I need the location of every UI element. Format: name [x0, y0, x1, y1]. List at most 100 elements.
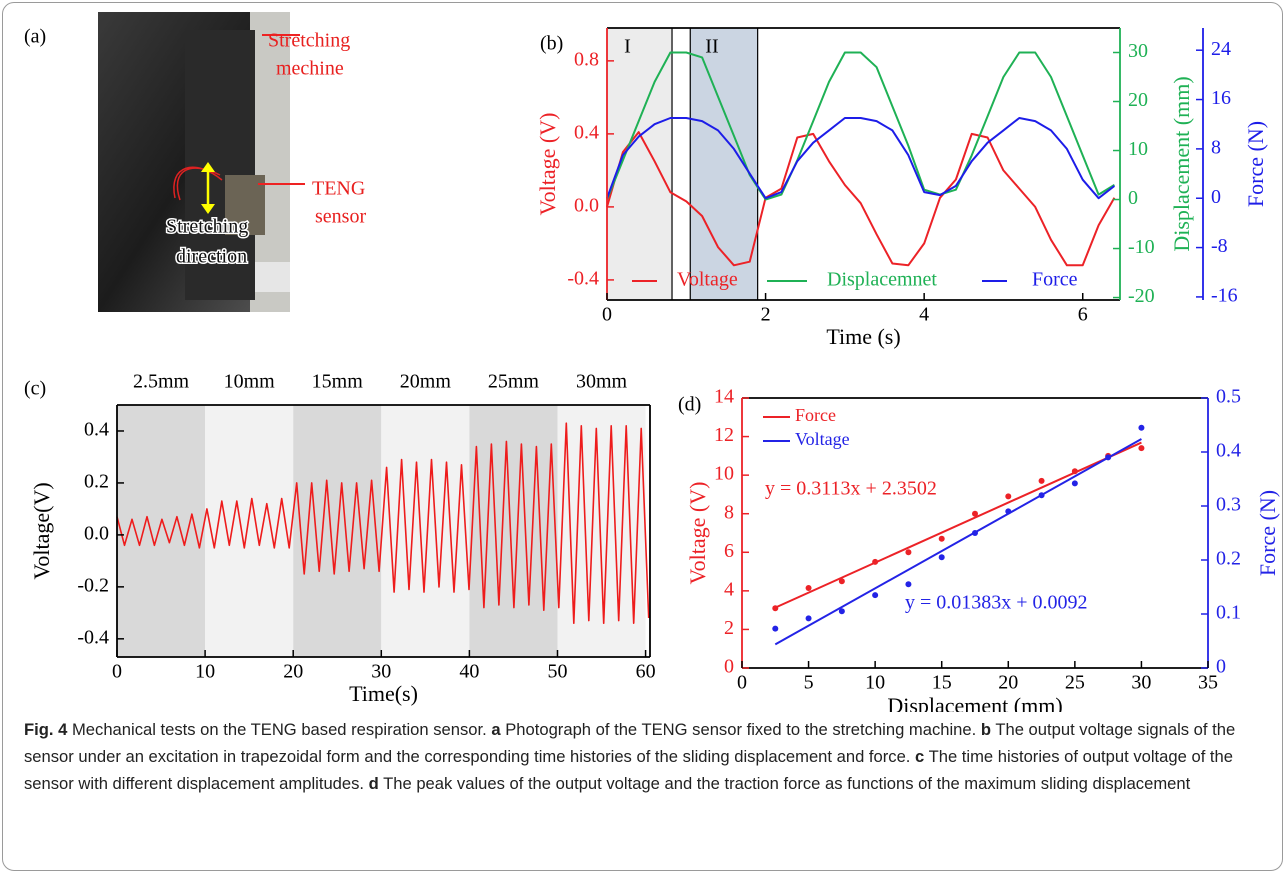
point [1071, 480, 1078, 487]
x-tick-label: 30 [1131, 672, 1151, 694]
y-tick-label: 0 [1128, 187, 1138, 209]
point [872, 558, 879, 565]
point [1105, 454, 1112, 461]
point [772, 605, 779, 612]
caption-text: Photograph of the TENG sensor fixed to t… [505, 720, 977, 739]
point [772, 625, 779, 632]
point [938, 554, 945, 561]
axis-title: Voltage (V) [685, 482, 710, 585]
point [805, 584, 812, 591]
y-tick-label: 0.0 [84, 522, 109, 544]
legend-label: Force [795, 405, 836, 425]
data-line [606, 131, 1116, 267]
point [872, 592, 879, 599]
y-tick-label: 4 [724, 578, 734, 600]
y-tick-label: 24 [1211, 38, 1231, 60]
point [1138, 424, 1145, 431]
y-tick-label: 10 [714, 463, 734, 485]
x-tick-label: 0 [737, 672, 747, 694]
x-tick-label: 35 [1198, 672, 1218, 694]
axis-title: Displacement (mm) [1169, 76, 1194, 251]
point [972, 510, 978, 517]
y-tick-label: -20 [1128, 285, 1155, 307]
x-tick-label: 5 [804, 672, 814, 694]
y-tick-label: 14 [714, 386, 734, 408]
caption-text: The time histories of output voltage of … [24, 747, 1233, 793]
band-label: 30mm [576, 371, 628, 393]
band [469, 405, 558, 657]
y-tick-label: 6 [724, 540, 734, 562]
caption-text: The output voltage signals of the sensor… [24, 720, 1236, 766]
point [1138, 445, 1145, 452]
y-tick-label: -8 [1211, 235, 1228, 257]
photo-machine [185, 30, 255, 300]
y-tick-label: -10 [1128, 236, 1155, 258]
x-tick-label: 10 [865, 672, 885, 694]
point [938, 535, 945, 542]
y-tick-label: 0 [1211, 186, 1221, 208]
x-tick-label: 20 [998, 672, 1018, 694]
caption-letter: a [491, 720, 501, 739]
axis-title: Time(s) [349, 681, 418, 706]
point [972, 530, 978, 536]
y-tick-label: 2 [724, 617, 734, 639]
x-tick-label: 0 [112, 661, 122, 683]
x-tick-label: 2 [761, 304, 771, 326]
band [381, 405, 470, 657]
point [905, 549, 912, 556]
figure: (a) Stretching mechine TENG sensor Stret… [24, 12, 1280, 712]
equation: y = 0.3113x + 2.3502 [765, 478, 937, 500]
point [1005, 508, 1012, 515]
y-tick-label: 0.4 [574, 121, 599, 143]
y-tick-label: 12 [714, 424, 734, 446]
fit-line [774, 441, 1142, 609]
legend-label: Voltage [677, 269, 738, 291]
y-tick-label: 8 [724, 501, 734, 523]
y-tick-label: 0.8 [574, 48, 599, 70]
caption-letter: b [980, 720, 992, 739]
panel-label: (d) [678, 394, 701, 416]
y-tick-label: 16 [1211, 87, 1231, 109]
caption: Fig. 4 Mechanical tests on the TENG base… [24, 716, 1260, 797]
y-tick-label: 20 [1128, 89, 1148, 111]
y-tick-label: -16 [1211, 285, 1238, 307]
x-tick-label: 10 [195, 661, 215, 683]
panel-label: (c) [24, 378, 46, 400]
legend-label: Voltage [795, 429, 850, 449]
band-label: 10mm [224, 371, 276, 393]
point [905, 581, 912, 588]
data-line [606, 117, 1116, 200]
axis-title: Time (s) [826, 324, 900, 349]
y-tick-label: 0.0 [574, 194, 599, 216]
y-tick-label: 0.2 [1216, 548, 1241, 570]
annotation: Stretching [166, 216, 248, 238]
annotation: Stretching [268, 30, 350, 52]
y-tick-label: -0.4 [567, 268, 599, 290]
axis-title: Voltage(V) [29, 482, 54, 579]
y-tick-label: 0 [1216, 656, 1226, 678]
panel-a: (a) Stretching mechine TENG sensor Stret… [24, 12, 366, 312]
axis-title: Displacement (mm) [887, 693, 1062, 712]
point [1005, 493, 1012, 500]
point [838, 608, 845, 615]
region-label: II [705, 36, 718, 58]
point [838, 578, 845, 585]
y-tick-label: 10 [1128, 138, 1148, 160]
band-label: 20mm [400, 371, 452, 393]
y-tick-label: 0 [724, 656, 734, 678]
region-label: I [624, 36, 631, 58]
annotation: TENG [312, 178, 365, 200]
data-line [116, 422, 650, 624]
x-tick-label: 15 [932, 672, 952, 694]
x-tick-label: 50 [547, 661, 567, 683]
y-tick-label: 8 [1211, 136, 1221, 158]
axis-title: Voltage (V) [535, 113, 560, 216]
y-tick-label: 0.5 [1216, 386, 1241, 408]
band-label: 25mm [488, 371, 540, 393]
equation: y = 0.01383x + 0.0092 [905, 592, 1088, 614]
y-tick-label: 0.4 [1216, 440, 1241, 462]
caption-letter: d [368, 774, 379, 793]
band-label: 15mm [312, 371, 364, 393]
